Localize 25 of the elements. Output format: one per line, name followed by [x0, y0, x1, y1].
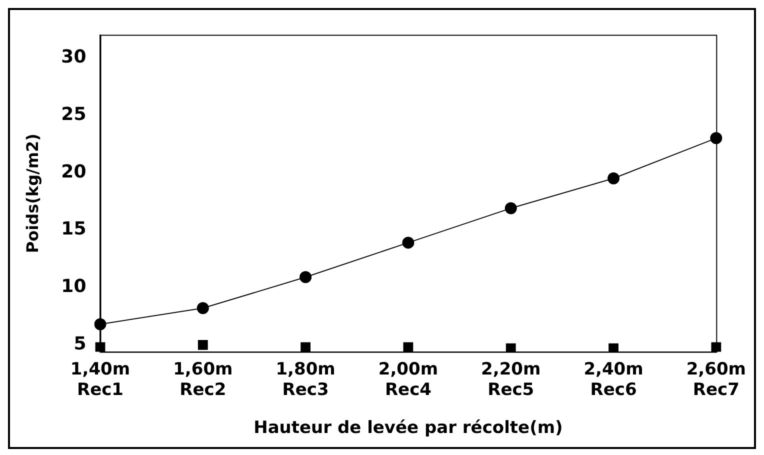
point [608, 343, 618, 352]
x-tick-label: 1,60m Rec2 [173, 359, 233, 400]
y-tick-label: 30 [61, 46, 86, 68]
point [504, 202, 517, 214]
x-tick-label: 2,00m Rec4 [378, 359, 438, 400]
y-tick-label: 15 [61, 218, 86, 240]
point [300, 342, 311, 352]
x-axis-title: Hauteur de levée par récolte(m) [254, 418, 563, 438]
y-tick-label: 20 [61, 161, 86, 182]
x-tick-label: 2,20m Rec5 [481, 359, 541, 400]
point [198, 340, 208, 350]
y-tick-label: 25 [61, 104, 86, 125]
point [403, 342, 414, 352]
point [196, 302, 209, 314]
point [300, 271, 312, 284]
x-tick-label: 1,80m Rec3 [276, 359, 336, 400]
point [608, 172, 620, 184]
x-tick-label: 2,40m Rec6 [584, 359, 644, 400]
x-tick-label: 2,60m Rec7 [686, 359, 746, 400]
point [402, 236, 414, 249]
y-tick-label: 5 [74, 334, 86, 355]
point [506, 343, 516, 352]
y-tick-label: 10 [61, 276, 86, 298]
x-tick-label: 1,40m Rec1 [70, 359, 130, 400]
y-axis-title: Poids(kg/m2) [22, 134, 42, 254]
